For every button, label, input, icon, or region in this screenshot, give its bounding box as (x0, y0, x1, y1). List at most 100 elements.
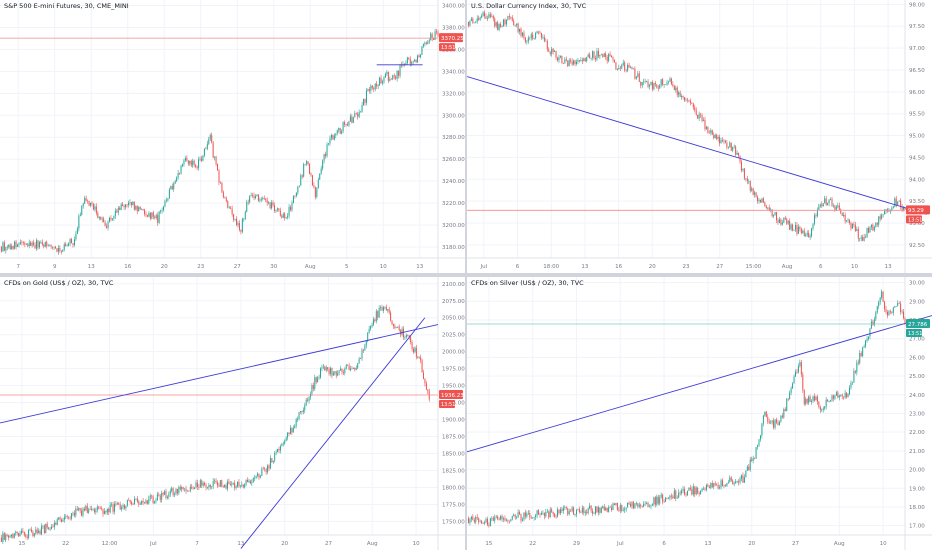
trend-line[interactable] (467, 76, 928, 215)
candle-body (800, 228, 802, 233)
chart-svg[interactable]: 2100.00 2075.00 2050.00 2025.00 2000.00 1975.… (0, 277, 465, 550)
candle-body (799, 362, 801, 367)
candle-body (407, 335, 409, 336)
candle-body (161, 210, 163, 211)
candle-body (176, 488, 178, 494)
candle-body (59, 517, 61, 520)
y-tick-label: 96.00 (909, 90, 925, 96)
y-tick-label: 1800.00 (442, 485, 465, 491)
trend-line[interactable] (0, 324, 439, 424)
candle-body (758, 439, 760, 446)
candle-body (288, 432, 290, 434)
candle-body (536, 510, 538, 516)
candle-body (338, 128, 340, 131)
candle-body (865, 340, 867, 347)
chart-svg[interactable]: 30.0029.0028.0027.0026.0025.0024.0023.00… (467, 277, 932, 550)
candle-body (720, 480, 722, 488)
candle-body (72, 512, 74, 514)
candle-body (136, 498, 138, 502)
candle-body (344, 368, 346, 373)
candle-body (894, 306, 896, 308)
candle-body (305, 399, 307, 406)
candle-body (171, 488, 173, 491)
candle-body (18, 533, 20, 537)
candle-body (605, 53, 607, 58)
candle-body (764, 202, 766, 206)
candle-body (546, 40, 548, 50)
candle-body (282, 443, 284, 445)
candle-body (205, 485, 207, 488)
x-tick-label: 15:00 (745, 264, 761, 270)
candle-body (654, 497, 656, 505)
candle-body (269, 458, 271, 469)
candle-body (628, 502, 630, 505)
candle-body (901, 206, 903, 211)
candle-body (578, 509, 580, 513)
candle-body (559, 509, 561, 514)
candle-body (514, 24, 516, 26)
candle-body (501, 516, 503, 520)
sp500-pane[interactable]: 3400.003380.003360.003340.003320.003300.… (0, 0, 465, 273)
candle-body (428, 391, 430, 400)
candle-body (650, 505, 652, 507)
candle-body (681, 490, 683, 494)
candle-body (316, 188, 318, 197)
candle-body (135, 206, 137, 210)
candle-body (581, 60, 583, 62)
candle-body (247, 202, 249, 203)
candle-body (241, 219, 243, 232)
candle-body (186, 490, 188, 492)
candle-body (516, 516, 518, 518)
candle-body (418, 55, 420, 58)
candle-body (6, 247, 8, 248)
candle-body (279, 210, 281, 216)
candle-body (552, 48, 554, 52)
candle-body (611, 507, 613, 511)
chart-svg[interactable]: 98.00 97.50 97.00 96.50 96.00 95.50 95.00 94.50… (467, 0, 932, 273)
candle-body (108, 217, 111, 222)
candle-body (808, 396, 810, 403)
candle-body (388, 309, 390, 313)
candle-body (755, 192, 757, 197)
candle-body (95, 206, 97, 214)
candle-body (275, 451, 277, 454)
candle-body (587, 54, 589, 57)
candle-body (335, 371, 337, 376)
candle-body (38, 242, 40, 248)
trend-line[interactable] (240, 317, 426, 549)
candle-body (99, 508, 101, 509)
candle-body (669, 495, 671, 499)
candle-body (10, 534, 12, 537)
candle-body (338, 370, 340, 374)
candle-body (51, 526, 53, 529)
candle-body (98, 216, 100, 218)
candle-body (689, 100, 691, 103)
candle-body (56, 519, 58, 525)
candle-body (436, 31, 438, 33)
candle-body (691, 489, 693, 495)
x-tick-label: 27 (234, 264, 241, 270)
candle-body (513, 514, 515, 517)
horizontal-divider[interactable] (0, 273, 932, 277)
candle-body (360, 111, 362, 113)
candle-body (710, 483, 712, 489)
gold-pane[interactable]: 2100.00 2075.00 2050.00 2025.00 2000.00 1975.… (0, 277, 465, 550)
countdown-label: 13:51 (441, 45, 455, 51)
trend-line[interactable] (467, 311, 932, 453)
y-tick-label: 17.00 (909, 524, 925, 530)
candle-body (367, 333, 369, 342)
x-tick-label: 20 (649, 264, 656, 270)
candle-body (169, 490, 171, 495)
candle-body (330, 135, 332, 139)
candle-body (758, 199, 760, 202)
y-tick-label: 23.00 (909, 411, 925, 417)
candle-body (228, 207, 230, 209)
candle-body (256, 194, 258, 197)
dxy-pane[interactable]: 98.00 97.50 97.00 96.50 96.00 95.50 95.00 94.50… (467, 0, 932, 273)
candle-body (148, 213, 150, 217)
candle-body (516, 23, 518, 25)
silver-pane[interactable]: 30.0029.0028.0027.0026.0025.0024.0023.00… (467, 277, 932, 550)
candle-body (221, 183, 223, 193)
chart-svg[interactable]: 3400.003380.003360.003340.003320.003300.… (0, 0, 465, 273)
candle-body (828, 199, 830, 204)
